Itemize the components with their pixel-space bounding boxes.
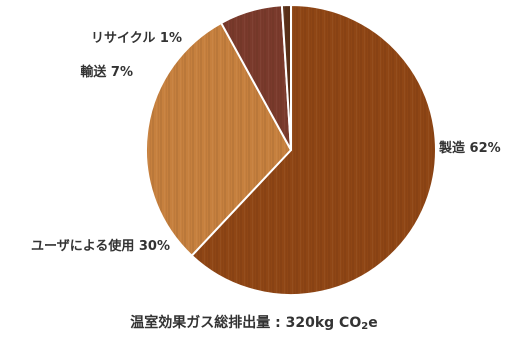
pie-slices	[145, 4, 437, 296]
pie-slice	[190, 4, 437, 296]
pie-slice-label: ユーザによる使用 30%	[31, 238, 170, 254]
pie-slice-texture	[190, 4, 437, 296]
caption-subscript: 2	[361, 321, 369, 332]
caption-suffix: e	[368, 315, 378, 331]
caption-prefix: 温室効果ガス総排出量 : 320kg CO	[130, 315, 362, 331]
pie-slice-label: 輸送 7%	[80, 64, 133, 80]
pie-labels: 製造 62% ユーザによる使用 30% 輸送 7% リサイクル 1%	[31, 31, 501, 254]
pie-slice	[145, 21, 292, 257]
pie-slice-texture	[145, 21, 292, 257]
pie-slice	[280, 4, 292, 151]
pie-slice-label: リサイクル 1%	[91, 31, 182, 46]
chart-caption: 温室効果ガス総排出量 : 320kg CO2e	[0, 312, 508, 332]
pie-slice-label: 製造 62%	[438, 140, 501, 156]
pie-slice-texture	[280, 4, 292, 151]
